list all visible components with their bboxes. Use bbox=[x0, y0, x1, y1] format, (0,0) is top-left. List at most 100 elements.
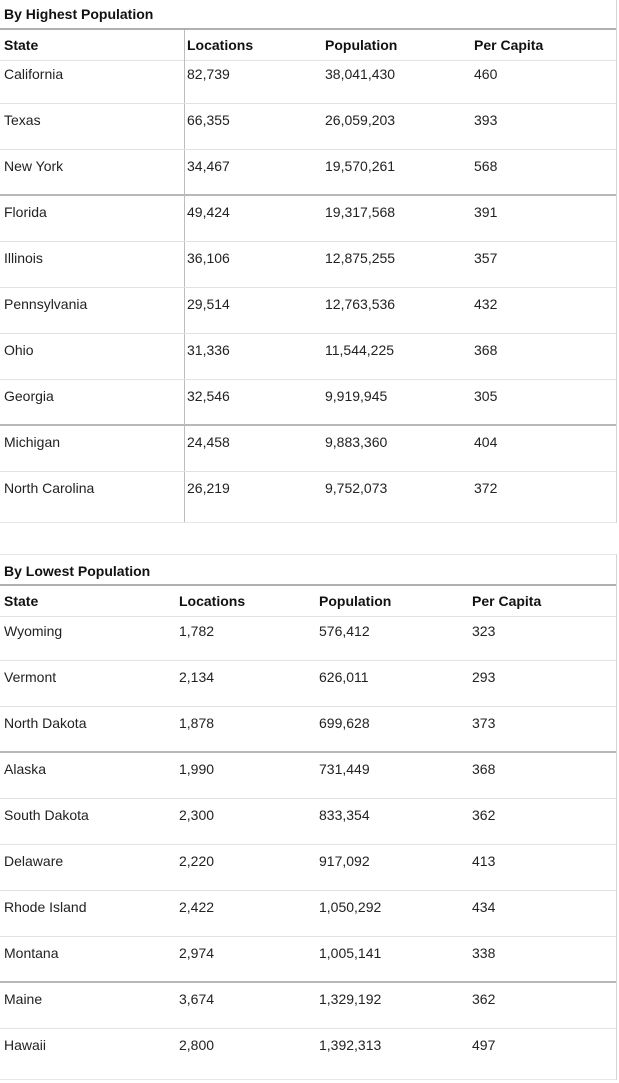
cell-population: 1,005,141 bbox=[319, 945, 382, 961]
table-row: Hawaii 2,800 1,392,313 497 bbox=[0, 1029, 616, 1075]
cell-population: 1,329,192 bbox=[319, 991, 382, 1007]
table-row: South Dakota 2,300 833,354 362 bbox=[0, 799, 616, 845]
table-row: New York 34,467 19,570,261 568 bbox=[0, 150, 616, 196]
table-body: Wyoming 1,782 576,412 323 Vermont 2,134 626,01… bbox=[0, 615, 616, 1075]
cell-locations: 66,355 bbox=[187, 112, 230, 128]
cell-state: North Dakota bbox=[4, 715, 87, 731]
cell-state: Georgia bbox=[4, 388, 54, 404]
cell-locations: 2,800 bbox=[179, 1037, 215, 1053]
cell-locations: 34,467 bbox=[187, 158, 230, 174]
cell-state: North Carolina bbox=[4, 480, 95, 496]
cell-locations: 82,739 bbox=[187, 66, 230, 82]
cell-per-capita: 338 bbox=[472, 945, 496, 961]
cell-population: 11,544,225 bbox=[325, 342, 395, 358]
table-title: By Lowest Population bbox=[4, 563, 151, 579]
table-row: California 82,739 38,041,430 460 bbox=[0, 58, 616, 104]
cell-state: Montana bbox=[4, 945, 59, 961]
cell-locations: 3,674 bbox=[179, 991, 215, 1007]
cell-state: South Dakota bbox=[4, 807, 89, 823]
cell-locations: 1,990 bbox=[179, 761, 215, 777]
table-row: Ohio 31,336 11,544,225 368 bbox=[0, 334, 616, 380]
header-locations: Locations bbox=[179, 593, 246, 609]
header-population: Population bbox=[319, 593, 392, 609]
cell-state: Delaware bbox=[4, 853, 64, 869]
table-row: Texas 66,355 26,059,203 393 bbox=[0, 104, 616, 150]
table-title: By Highest Population bbox=[4, 6, 154, 22]
cell-per-capita: 362 bbox=[472, 807, 496, 823]
cell-locations: 49,424 bbox=[187, 204, 230, 220]
cell-state: Pennsylvania bbox=[4, 296, 88, 312]
header-per-capita: Per Capita bbox=[474, 37, 544, 53]
lowest-population-table: By Lowest Population State Locations Pop… bbox=[0, 554, 617, 1080]
cell-population: 9,883,360 bbox=[325, 434, 388, 450]
table-row: Georgia 32,546 9,919,945 305 bbox=[0, 380, 616, 426]
cell-locations: 1,878 bbox=[179, 715, 215, 731]
cell-locations: 32,546 bbox=[187, 388, 230, 404]
cell-per-capita: 368 bbox=[474, 342, 498, 358]
cell-per-capita: 434 bbox=[472, 899, 496, 915]
cell-per-capita: 293 bbox=[472, 669, 496, 685]
cell-per-capita: 357 bbox=[474, 250, 498, 266]
cell-per-capita: 362 bbox=[472, 991, 496, 1007]
highest-population-table: By Highest Population State Locations Po… bbox=[0, 0, 617, 523]
cell-population: 38,041,430 bbox=[325, 66, 396, 82]
cell-state: Rhode Island bbox=[4, 899, 87, 915]
cell-per-capita: 568 bbox=[474, 158, 498, 174]
cell-population: 12,875,255 bbox=[325, 250, 396, 266]
cell-state: California bbox=[4, 66, 64, 82]
header-locations: Locations bbox=[187, 37, 254, 53]
cell-state: Vermont bbox=[4, 669, 57, 685]
cell-population: 19,570,261 bbox=[325, 158, 396, 174]
cell-population: 1,050,292 bbox=[319, 899, 382, 915]
cell-per-capita: 404 bbox=[474, 434, 498, 450]
cell-locations: 1,782 bbox=[179, 623, 215, 639]
cell-locations: 2,422 bbox=[179, 899, 215, 915]
column-divider bbox=[184, 30, 185, 522]
cell-state: Michigan bbox=[4, 434, 61, 450]
table-row: North Dakota 1,878 699,628 373 bbox=[0, 707, 616, 753]
cell-per-capita: 305 bbox=[474, 388, 498, 404]
cell-locations: 2,134 bbox=[179, 669, 215, 685]
cell-locations: 26,219 bbox=[187, 480, 230, 496]
cell-state: Maine bbox=[4, 991, 43, 1007]
table-row: Rhode Island 2,422 1,050,292 434 bbox=[0, 891, 616, 937]
cell-population: 626,011 bbox=[319, 669, 369, 685]
cell-locations: 2,300 bbox=[179, 807, 215, 823]
cell-per-capita: 460 bbox=[474, 66, 498, 82]
cell-locations: 36,106 bbox=[187, 250, 230, 266]
table-body: California 82,739 38,041,430 460 Texas 66,355… bbox=[0, 58, 616, 518]
header-population: Population bbox=[325, 37, 398, 53]
cell-per-capita: 497 bbox=[472, 1037, 496, 1053]
cell-locations: 2,220 bbox=[179, 853, 215, 869]
table-row: North Carolina 26,219 9,752,073 372 bbox=[0, 472, 616, 518]
cell-state: Illinois bbox=[4, 250, 43, 266]
cell-state: Wyoming bbox=[4, 623, 63, 639]
cell-locations: 2,974 bbox=[179, 945, 215, 961]
table-row: Florida 49,424 19,317,568 391 bbox=[0, 196, 616, 242]
cell-population: 12,763,536 bbox=[325, 296, 396, 312]
cell-locations: 24,458 bbox=[187, 434, 230, 450]
table-header: State Locations Population Per Capita bbox=[0, 28, 616, 61]
table-row: Illinois 36,106 12,875,255 357 bbox=[0, 242, 616, 288]
cell-per-capita: 391 bbox=[474, 204, 498, 220]
header-per-capita: Per Capita bbox=[472, 593, 542, 609]
cell-population: 731,449 bbox=[319, 761, 370, 777]
cell-state: Florida bbox=[4, 204, 47, 220]
cell-population: 9,752,073 bbox=[325, 480, 388, 496]
cell-per-capita: 323 bbox=[472, 623, 496, 639]
header-state: State bbox=[4, 37, 39, 53]
cell-population: 699,628 bbox=[319, 715, 370, 731]
cell-population: 917,092 bbox=[319, 853, 370, 869]
cell-per-capita: 413 bbox=[472, 853, 496, 869]
table-row: Alaska 1,990 731,449 368 bbox=[0, 753, 616, 799]
table-header: State Locations Population Per Capita bbox=[0, 584, 616, 617]
cell-population: 26,059,203 bbox=[325, 112, 396, 128]
cell-state: Texas bbox=[4, 112, 41, 128]
cell-per-capita: 368 bbox=[472, 761, 496, 777]
cell-per-capita: 372 bbox=[474, 480, 498, 496]
cell-population: 1,392,313 bbox=[319, 1037, 382, 1053]
table-row: Michigan 24,458 9,883,360 404 bbox=[0, 426, 616, 472]
cell-state: New York bbox=[4, 158, 64, 174]
table-row: Pennsylvania 29,514 12,763,536 432 bbox=[0, 288, 616, 334]
table-row: Delaware 2,220 917,092 413 bbox=[0, 845, 616, 891]
